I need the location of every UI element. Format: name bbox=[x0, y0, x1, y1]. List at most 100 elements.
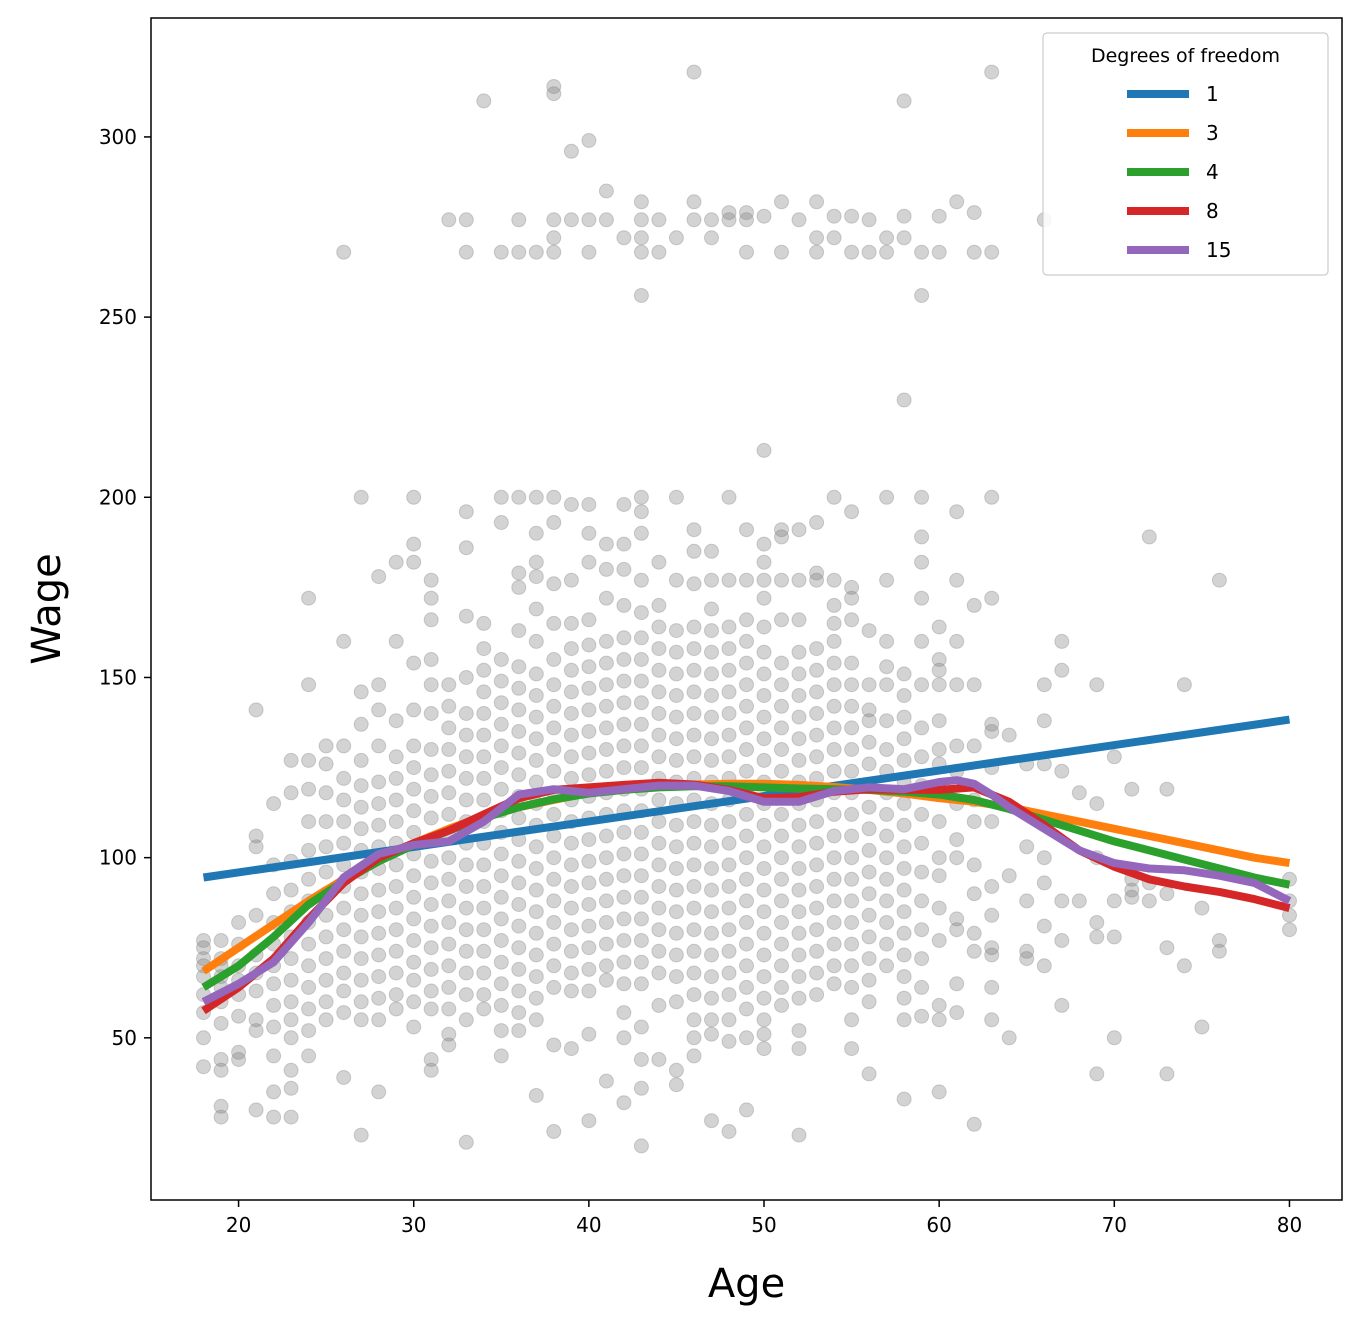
scatter-point bbox=[371, 925, 387, 941]
scatter-point bbox=[388, 713, 404, 729]
scatter-point bbox=[598, 655, 614, 671]
scatter-point bbox=[406, 655, 422, 671]
scatter-point bbox=[844, 208, 860, 224]
scatter-point bbox=[721, 943, 737, 959]
scatter-point bbox=[651, 900, 667, 916]
scatter-point bbox=[826, 958, 842, 974]
scatter-point bbox=[809, 727, 825, 743]
scatter-point bbox=[616, 889, 632, 905]
scatter-point bbox=[196, 933, 211, 948]
scatter-point bbox=[388, 814, 404, 830]
scatter-point bbox=[704, 666, 719, 682]
scatter-point bbox=[791, 969, 807, 985]
scatter-point bbox=[914, 835, 930, 851]
scatter-point bbox=[791, 752, 807, 768]
scatter-point bbox=[371, 569, 387, 585]
scatter-point bbox=[739, 979, 754, 995]
scatter-point bbox=[668, 709, 684, 725]
scatter-point bbox=[686, 212, 702, 228]
scatter-point bbox=[826, 850, 842, 866]
scatter-point bbox=[388, 965, 404, 981]
scatter-point bbox=[633, 504, 649, 520]
scatter-point bbox=[756, 925, 772, 941]
scatter-point bbox=[896, 688, 912, 703]
scatter-point bbox=[493, 997, 509, 1013]
scatter-point bbox=[739, 677, 754, 693]
scatter-point bbox=[791, 947, 807, 963]
scatter-point bbox=[704, 1026, 719, 1042]
scatter-point bbox=[476, 641, 492, 657]
y-tick-label: 100 bbox=[99, 846, 137, 870]
scatter-point bbox=[528, 525, 544, 541]
scatter-point bbox=[651, 879, 667, 894]
scatter-point bbox=[353, 684, 369, 700]
scatter-point bbox=[931, 677, 947, 693]
scatter-point bbox=[826, 615, 842, 631]
scatter-point bbox=[563, 749, 579, 765]
scatter-point bbox=[353, 778, 369, 794]
scatter-point bbox=[616, 695, 632, 711]
scatter-point bbox=[476, 1001, 492, 1017]
scatter-point bbox=[406, 489, 422, 505]
scatter-point bbox=[651, 641, 667, 657]
scatter-point bbox=[563, 1041, 579, 1057]
scatter-point bbox=[826, 936, 842, 952]
scatter-point bbox=[493, 976, 509, 992]
scatter-point bbox=[651, 749, 667, 765]
scatter-point bbox=[756, 817, 772, 833]
scatter-point bbox=[371, 1084, 387, 1100]
scatter-point bbox=[1001, 868, 1017, 884]
scatter-point bbox=[931, 1012, 947, 1028]
scatter-point bbox=[581, 961, 597, 977]
scatter-point bbox=[861, 842, 877, 858]
scatter-point bbox=[949, 922, 965, 938]
scatter-point bbox=[441, 763, 457, 779]
scatter-point bbox=[406, 972, 422, 988]
legend-label-df-1: 1 bbox=[1206, 82, 1219, 106]
scatter-point bbox=[739, 936, 754, 952]
scatter-point bbox=[721, 1012, 737, 1028]
scatter-point bbox=[966, 814, 982, 830]
legend-label-df-15: 15 bbox=[1206, 238, 1231, 262]
scatter-point bbox=[371, 738, 387, 754]
scatter-point bbox=[633, 933, 649, 948]
scatter-point bbox=[598, 561, 614, 577]
scatter-point bbox=[598, 936, 614, 952]
scatter-point bbox=[704, 752, 719, 768]
scatter-point bbox=[546, 850, 562, 866]
scatter-point bbox=[668, 752, 684, 768]
scatter-point bbox=[1001, 727, 1017, 743]
scatter-point bbox=[774, 529, 789, 545]
scatter-point bbox=[458, 504, 474, 520]
scatter-point bbox=[756, 969, 772, 985]
scatter-point bbox=[686, 749, 702, 765]
scatter-point bbox=[774, 522, 789, 538]
scatter-point bbox=[371, 904, 387, 920]
scatter-point bbox=[318, 738, 334, 754]
legend-label-df-3: 3 bbox=[1206, 121, 1219, 145]
scatter-point bbox=[493, 716, 509, 732]
scatter-point bbox=[1141, 529, 1157, 545]
scatter-point bbox=[739, 893, 754, 909]
scatter-point bbox=[528, 601, 544, 617]
scatter-point bbox=[844, 698, 860, 714]
scatter-point bbox=[791, 925, 807, 941]
scatter-point bbox=[318, 839, 334, 855]
scatter-point bbox=[668, 644, 684, 660]
scatter-point bbox=[1106, 893, 1122, 909]
scatter-point bbox=[633, 572, 649, 588]
scatter-point bbox=[1106, 749, 1122, 765]
scatter-point bbox=[511, 918, 527, 934]
scatter-point bbox=[966, 597, 982, 613]
scatter-point bbox=[581, 659, 597, 675]
scatter-point bbox=[318, 785, 334, 801]
scatter-point bbox=[511, 1023, 527, 1039]
scatter-point bbox=[651, 619, 667, 635]
scatter-point bbox=[476, 615, 492, 631]
scatter-point bbox=[336, 814, 352, 830]
scatter-point bbox=[423, 590, 439, 606]
scatter-point bbox=[721, 641, 737, 657]
scatter-point bbox=[581, 1113, 597, 1129]
scatter-point bbox=[423, 1062, 439, 1078]
x-axis: 20 30 40 50 60 70 80 bbox=[226, 1200, 1302, 1237]
